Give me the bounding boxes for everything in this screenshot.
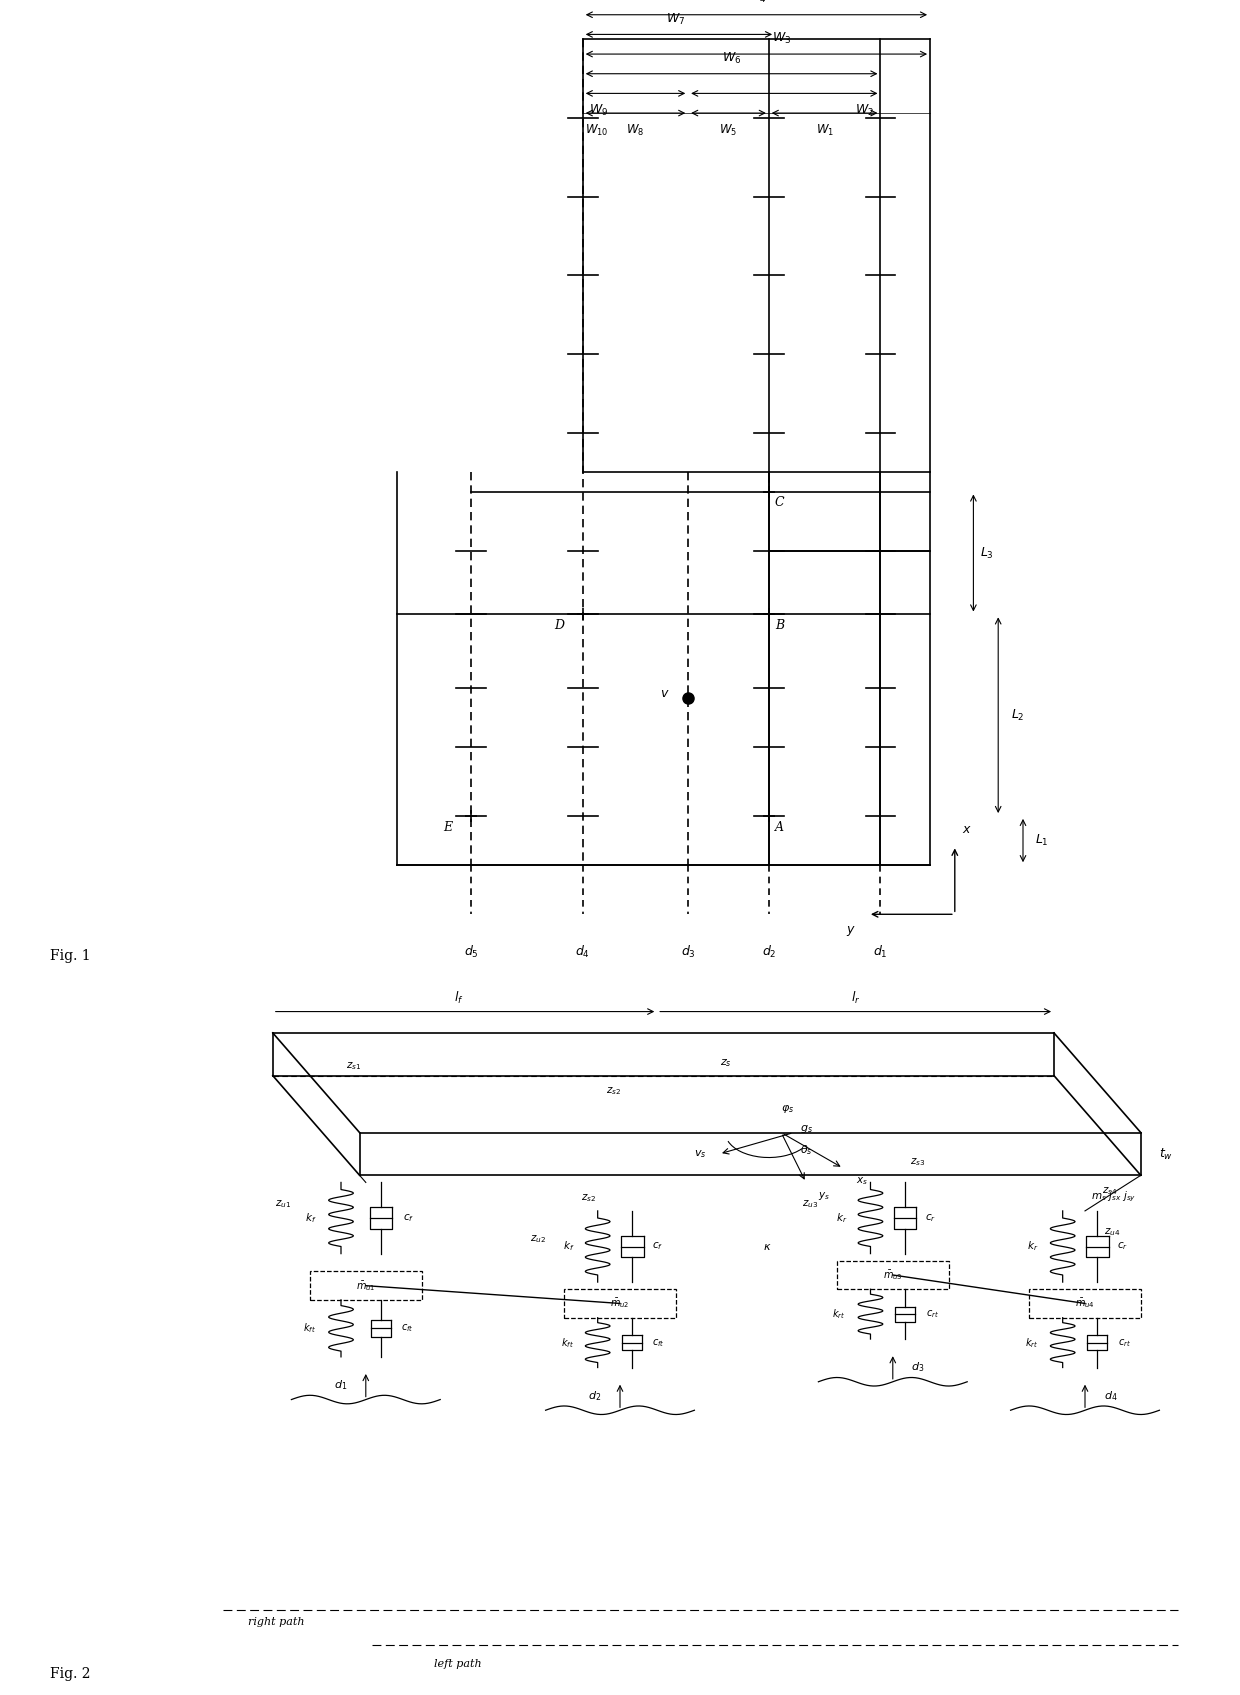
Text: $k_{rt}$: $k_{rt}$ <box>832 1307 846 1320</box>
Text: $c_f$: $c_f$ <box>403 1212 414 1224</box>
Text: $m_s\ j_{sx}\ j_{sy}$: $m_s\ j_{sx}\ j_{sy}$ <box>1091 1190 1136 1203</box>
Text: $L_3$: $L_3$ <box>980 546 993 561</box>
Text: $k_r$: $k_r$ <box>1027 1239 1038 1253</box>
Text: $z_{s3}$: $z_{s3}$ <box>910 1156 925 1168</box>
Text: $W_{10}$: $W_{10}$ <box>585 124 609 137</box>
Text: $\bar{m}_{u2}$: $\bar{m}_{u2}$ <box>610 1297 630 1310</box>
Text: $k_f$: $k_f$ <box>305 1212 316 1225</box>
Text: $d_2$: $d_2$ <box>588 1390 601 1403</box>
Text: $\bar{m}_{u3}$: $\bar{m}_{u3}$ <box>883 1268 903 1281</box>
Text: $d_1$: $d_1$ <box>334 1378 347 1392</box>
Text: $z_{s4}$: $z_{s4}$ <box>1102 1185 1117 1197</box>
Text: $W_4$: $W_4$ <box>746 0 766 5</box>
Text: $v$: $v$ <box>660 686 670 700</box>
Bar <box>837 1261 949 1290</box>
Text: $\bar{m}_{u1}$: $\bar{m}_{u1}$ <box>356 1278 376 1293</box>
Text: $W_1$: $W_1$ <box>816 124 833 137</box>
Text: $v_s$: $v_s$ <box>694 1148 707 1159</box>
Text: $d_5$: $d_5$ <box>464 944 479 959</box>
Text: $c_r$: $c_r$ <box>1117 1241 1128 1253</box>
Text: $W_9$: $W_9$ <box>589 103 609 119</box>
Text: $z_{s2}$: $z_{s2}$ <box>582 1192 596 1203</box>
Text: C: C <box>775 497 785 510</box>
Text: $g_s$: $g_s$ <box>800 1124 812 1136</box>
Bar <box>310 1271 422 1300</box>
Text: $z_s$: $z_s$ <box>719 1056 732 1068</box>
Text: $c_{rt}$: $c_{rt}$ <box>1118 1337 1132 1349</box>
Text: $L_2$: $L_2$ <box>1011 707 1024 722</box>
Text: left path: left path <box>434 1659 481 1670</box>
Text: D: D <box>554 619 564 632</box>
Text: $c_{ft}$: $c_{ft}$ <box>652 1337 665 1349</box>
Text: $W_2$: $W_2$ <box>856 103 874 119</box>
Text: $d_4$: $d_4$ <box>575 944 590 959</box>
Bar <box>1029 1290 1141 1317</box>
Text: $c_{ft}$: $c_{ft}$ <box>401 1322 413 1334</box>
Text: $k_f$: $k_f$ <box>563 1239 574 1253</box>
Text: $y_s$: $y_s$ <box>818 1190 831 1202</box>
Text: $L_1$: $L_1$ <box>1035 832 1049 848</box>
Text: $c_{rt}$: $c_{rt}$ <box>926 1309 940 1320</box>
Text: $W_8$: $W_8$ <box>626 124 645 137</box>
Bar <box>564 1290 676 1317</box>
Text: $c_f$: $c_f$ <box>652 1241 663 1253</box>
Text: $d_3$: $d_3$ <box>911 1361 925 1375</box>
Text: $\bar{m}_{u4}$: $\bar{m}_{u4}$ <box>1075 1297 1095 1310</box>
Text: $c_r$: $c_r$ <box>925 1212 936 1224</box>
Text: $z_{s2}$: $z_{s2}$ <box>606 1085 621 1097</box>
Text: $d_4$: $d_4$ <box>1104 1390 1117 1403</box>
Text: $W_5$: $W_5$ <box>719 124 738 137</box>
Text: $\varphi_s$: $\varphi_s$ <box>781 1103 795 1115</box>
Text: $d_1$: $d_1$ <box>873 944 888 959</box>
Text: A: A <box>775 820 784 834</box>
Text: $W_6$: $W_6$ <box>722 51 742 66</box>
Text: $y$: $y$ <box>846 924 856 937</box>
Text: $z_{u1}$: $z_{u1}$ <box>275 1198 291 1210</box>
Text: Fig. 1: Fig. 1 <box>50 949 91 963</box>
Text: $d_2$: $d_2$ <box>761 944 776 959</box>
Text: $\theta_s$: $\theta_s$ <box>800 1144 812 1158</box>
Text: $k_{ft}$: $k_{ft}$ <box>562 1336 574 1349</box>
Text: B: B <box>775 619 784 632</box>
Text: $k_{ft}$: $k_{ft}$ <box>304 1322 316 1336</box>
Text: $\kappa$: $\kappa$ <box>763 1241 771 1251</box>
Text: $W_3$: $W_3$ <box>771 31 791 46</box>
Text: E: E <box>444 820 453 834</box>
Text: $z_{u4}$: $z_{u4}$ <box>1104 1227 1120 1237</box>
Text: $W_7$: $W_7$ <box>666 12 686 27</box>
Text: $d_3$: $d_3$ <box>681 944 696 959</box>
Text: $z_{u2}$: $z_{u2}$ <box>529 1234 546 1246</box>
Text: $x$: $x$ <box>962 822 972 836</box>
Text: $t_w$: $t_w$ <box>1159 1146 1173 1161</box>
Text: right path: right path <box>248 1617 305 1627</box>
Text: $z_{u3}$: $z_{u3}$ <box>802 1198 818 1210</box>
Text: $x_s$: $x_s$ <box>856 1175 868 1186</box>
Text: $l_f$: $l_f$ <box>454 990 464 1005</box>
Text: $k_r$: $k_r$ <box>836 1212 847 1225</box>
Text: $l_r$: $l_r$ <box>851 990 861 1005</box>
Text: $z_{s1}$: $z_{s1}$ <box>346 1061 361 1073</box>
Text: Fig. 2: Fig. 2 <box>50 1666 91 1681</box>
Text: $k_{rt}$: $k_{rt}$ <box>1024 1336 1038 1349</box>
